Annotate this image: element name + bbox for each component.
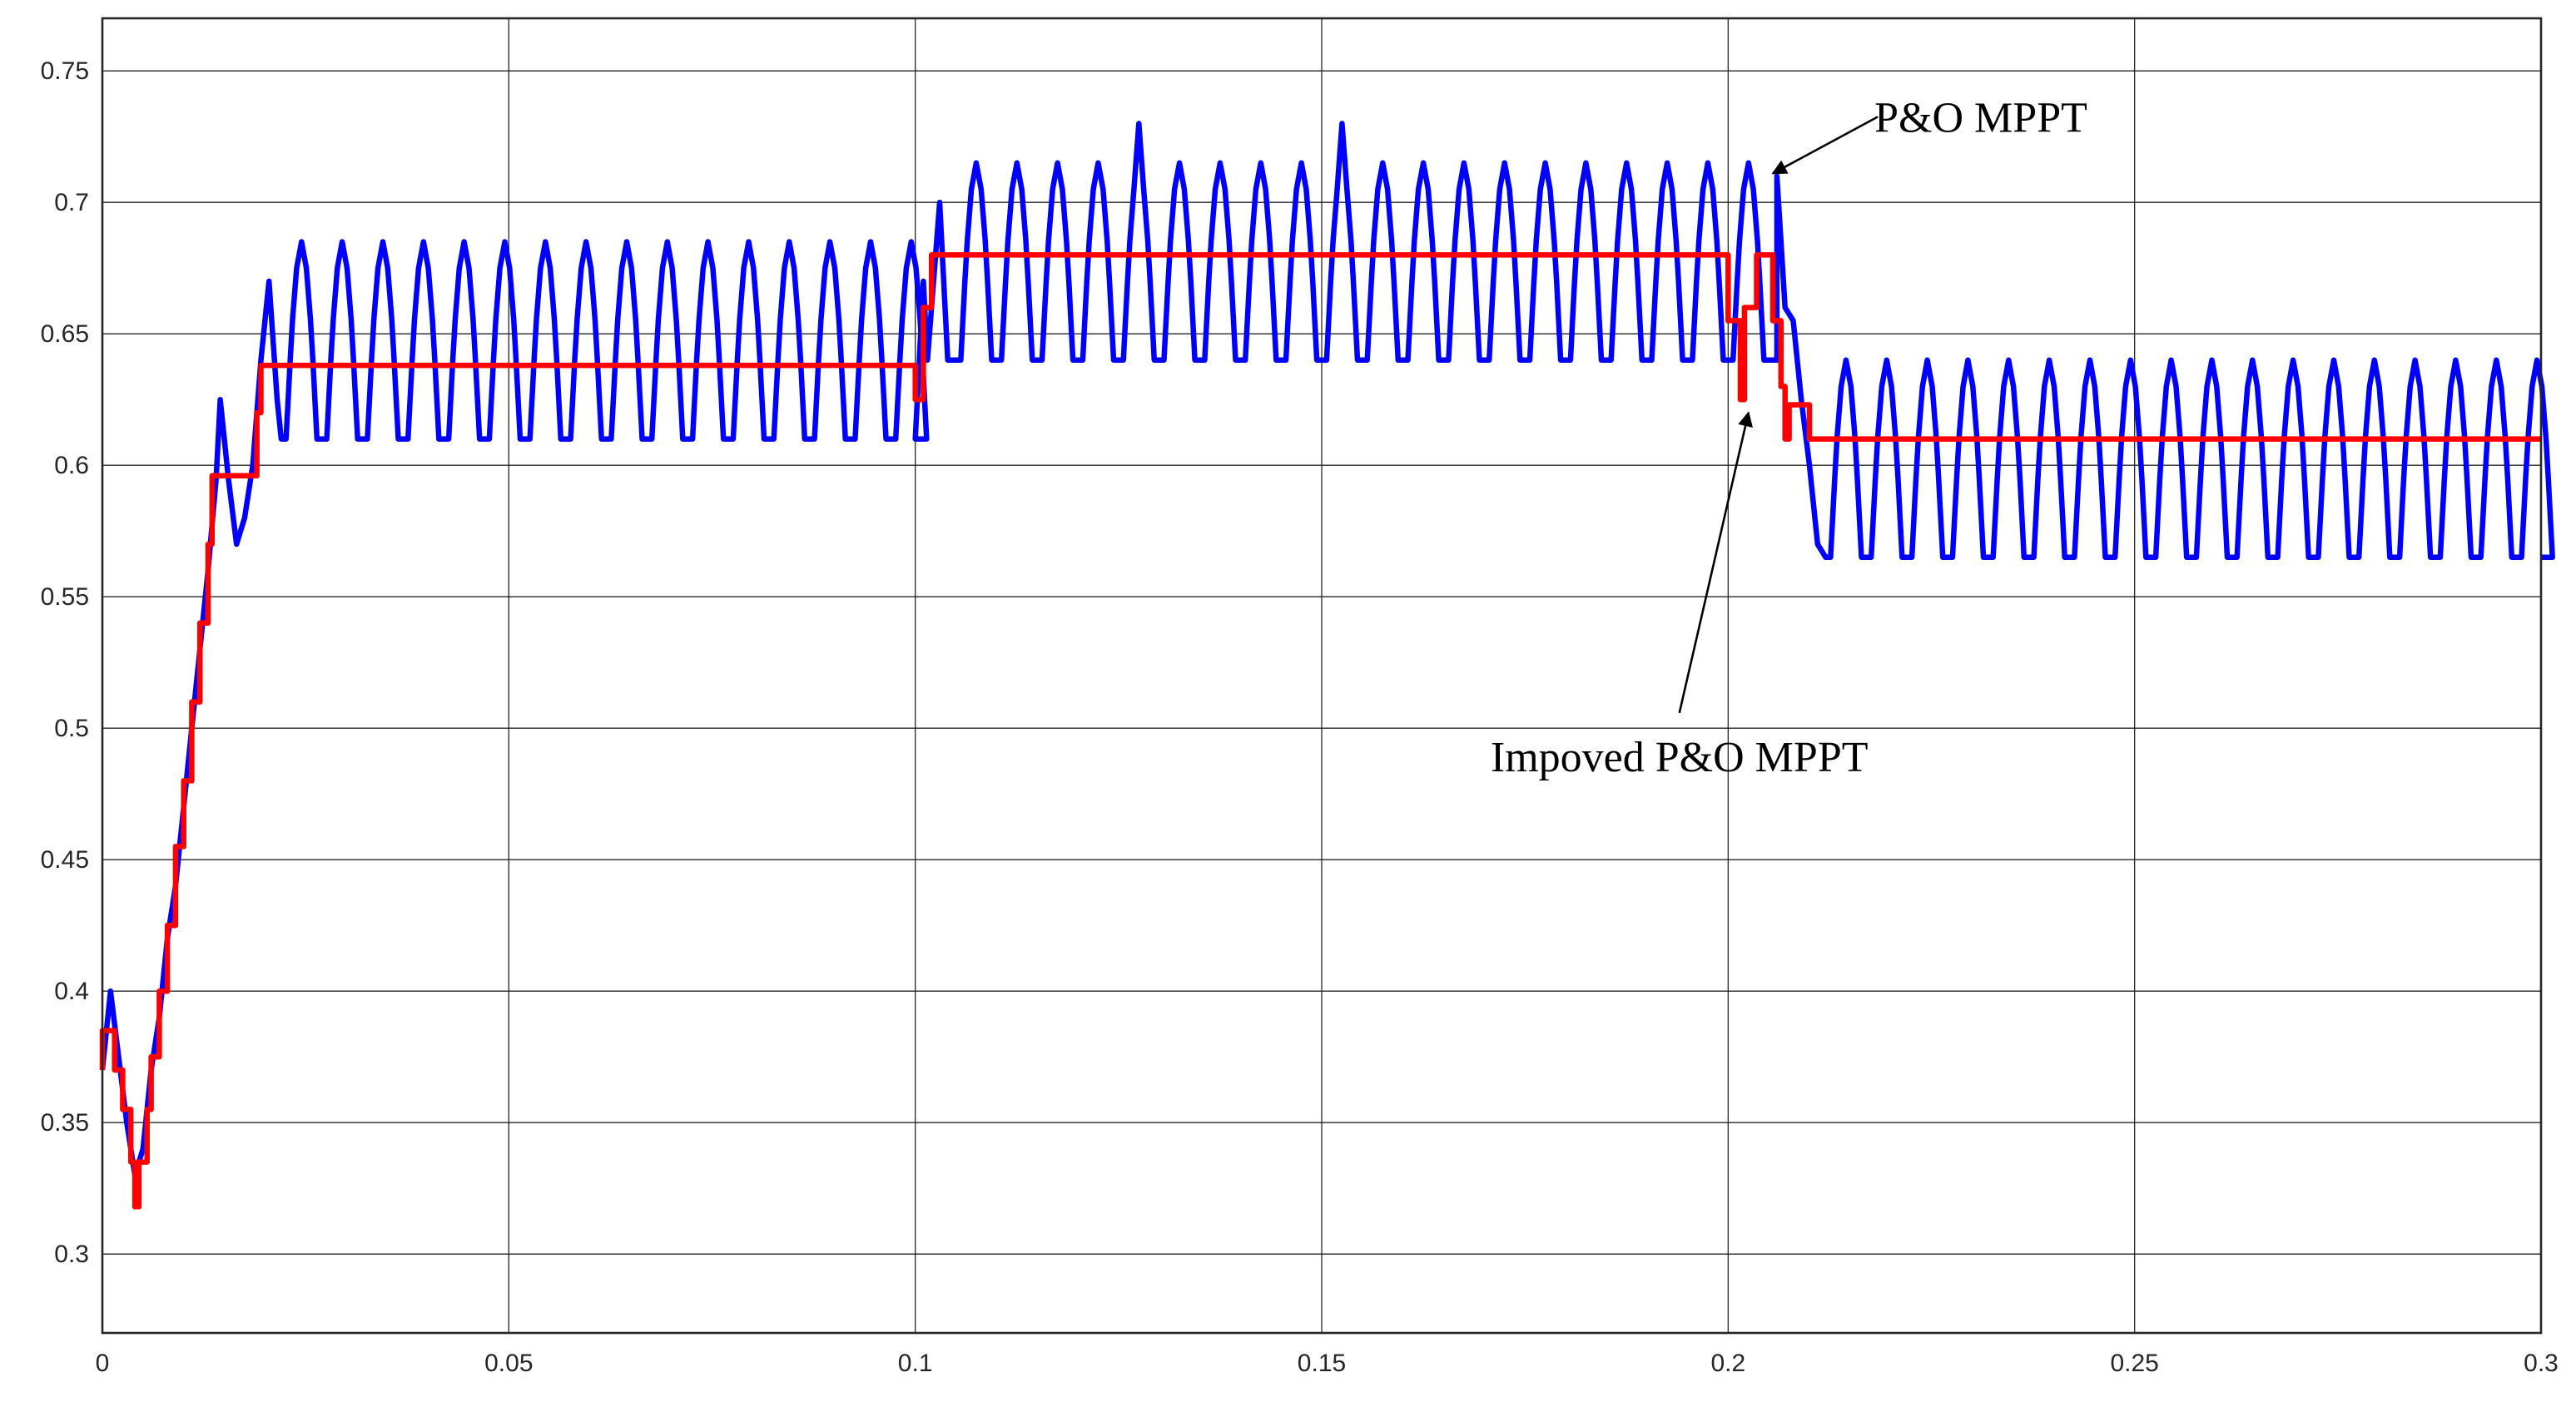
- x-tick-label: 0.3: [2524, 1350, 2559, 1377]
- y-tick-label: 0.65: [41, 320, 89, 348]
- x-tick-label: 0.2: [1710, 1350, 1745, 1377]
- y-tick-label: 0.35: [41, 1109, 89, 1137]
- series-improved-po-mppt-line: [99, 252, 2541, 1210]
- y-tick-label: 0.5: [54, 715, 89, 742]
- x-axis-tick-labels: 0 0.05 0.1 0.15 0.2 0.25 0.3: [96, 1350, 2559, 1377]
- x-tick-label: 0.05: [484, 1350, 533, 1377]
- series-po-mppt-line: [99, 121, 2555, 1178]
- x-tick-label: 0.15: [1298, 1350, 1346, 1377]
- annotation-label: Impoved P&O MPPT: [1491, 734, 1869, 781]
- y-tick-label: 0.55: [41, 583, 89, 611]
- y-axis-tick-labels: 0.3 0.35 0.4 0.45 0.5 0.55 0.6 0.65 0.7 0.75: [41, 57, 89, 1268]
- annotations: P&O MPPT Impoved P&O MPPT: [1491, 94, 2087, 780]
- y-tick-label: 0.75: [41, 57, 89, 85]
- y-tick-label: 0.45: [41, 846, 89, 874]
- annotation-arrow: [1771, 116, 1879, 175]
- annotation-arrow: [1678, 411, 1753, 714]
- y-tick-label: 0.6: [54, 452, 89, 479]
- axes-frame: [101, 17, 2543, 1335]
- y-tick-label: 0.7: [54, 189, 89, 216]
- x-tick-label: 0: [96, 1350, 110, 1377]
- y-tick-label: 0.3: [54, 1241, 89, 1268]
- grid: [102, 18, 2542, 1333]
- y-tick-label: 0.4: [54, 978, 89, 1005]
- x-tick-label: 0.25: [2110, 1350, 2158, 1377]
- annotation-label: P&O MPPT: [1874, 94, 2087, 141]
- x-tick-label: 0.1: [898, 1350, 933, 1377]
- plot-area: [99, 121, 2555, 1210]
